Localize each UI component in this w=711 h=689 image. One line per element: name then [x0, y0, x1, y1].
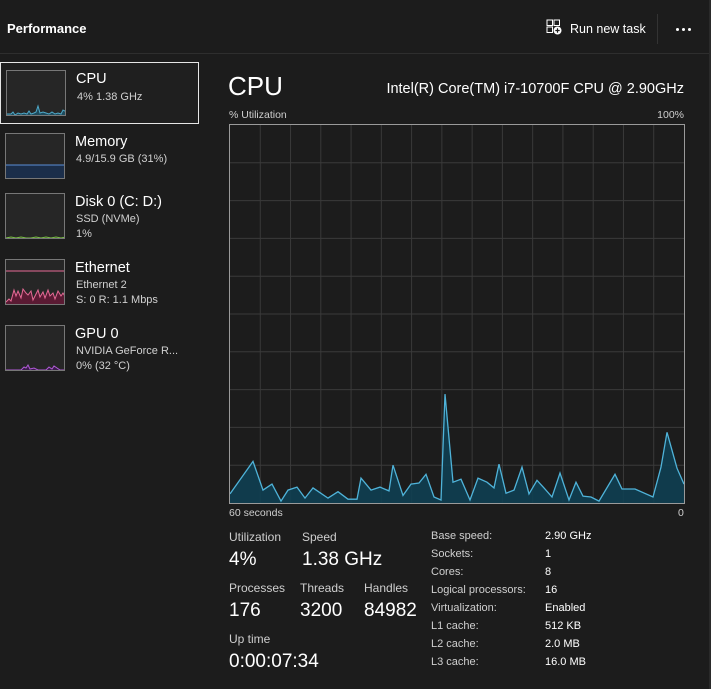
toolbar-divider	[657, 14, 658, 44]
threads-value: 3200	[300, 600, 343, 621]
sidebar-item-detail-2: 1%	[76, 228, 92, 240]
processes-label: Processes	[229, 581, 286, 595]
cpu-mini-graph	[6, 70, 66, 116]
memory-mini-graph	[5, 133, 65, 179]
sidebar-item-detail: NVIDIA GeForce R...	[76, 345, 179, 357]
spec-value: 16.0 MB	[545, 656, 586, 668]
spec-value: 8	[545, 566, 552, 578]
window-edge	[709, 0, 711, 689]
sidebar-item-name: CPU	[76, 71, 107, 87]
run-new-task-label: Run new task	[570, 22, 646, 36]
spec-row-l1-cache: L1 cache: 512 KB	[431, 620, 691, 638]
spec-key: Sockets:	[431, 548, 474, 560]
spec-row-base-speed: Base speed: 2.90 GHz	[431, 530, 691, 548]
spec-row-cores: Cores: 8	[431, 566, 691, 584]
sidebar: CPU 4% 1.38 GHz Memory 4.9/15.9 GB (31%)…	[0, 55, 210, 689]
page-title: Performance	[7, 21, 87, 36]
sidebar-item-name: Disk 0 (C: D:)	[75, 194, 162, 210]
spec-key: L2 cache:	[431, 638, 479, 650]
utilization-max-label: 100%	[657, 109, 684, 121]
spec-row-sockets: Sockets: 1	[431, 548, 691, 566]
disk-mini-graph	[5, 193, 65, 239]
more-options-button[interactable]	[672, 20, 694, 38]
more-horizontal-icon	[675, 27, 679, 31]
spec-key: L3 cache:	[431, 656, 479, 668]
sidebar-item-detail: SSD (NVMe)	[76, 213, 140, 225]
cpu-utilization-graph	[229, 124, 685, 504]
ethernet-mini-graph	[5, 259, 65, 305]
spec-value: 512 KB	[545, 620, 582, 632]
sidebar-item-gpu[interactable]: GPU 0 NVIDIA GeForce R... 0% (32 °C)	[0, 317, 199, 379]
spec-key: Logical processors:	[431, 584, 526, 596]
time-axis-start-label: 60 seconds	[229, 507, 283, 519]
sidebar-item-memory[interactable]: Memory 4.9/15.9 GB (31%)	[0, 125, 199, 187]
spec-key: Virtualization:	[431, 602, 497, 614]
sidebar-item-ethernet[interactable]: Ethernet Ethernet 2 S: 0 R: 1.1 Mbps	[0, 251, 199, 313]
spec-key: L1 cache:	[431, 620, 479, 632]
handles-label: Handles	[364, 581, 409, 595]
spec-row-virtualization: Virtualization: Enabled	[431, 602, 691, 620]
cpu-model-name: Intel(R) Core(TM) i7-10700F CPU @ 2.90GH…	[386, 81, 684, 97]
speed-value: 1.38 GHz	[302, 549, 383, 570]
handles-value: 84982	[364, 600, 417, 621]
utilization-value: 4%	[229, 549, 257, 570]
spec-value: 2.90 GHz	[545, 530, 592, 542]
processes-value: 176	[229, 600, 261, 621]
sidebar-item-detail: 4.9/15.9 GB (31%)	[76, 153, 168, 165]
utilization-label: Utilization	[229, 530, 282, 544]
sidebar-item-name: GPU 0	[75, 326, 119, 342]
spec-value: Enabled	[545, 602, 586, 614]
spec-row-l3-cache: L3 cache: 16.0 MB	[431, 656, 691, 674]
time-axis-end-label: 0	[678, 507, 684, 519]
spec-key: Cores:	[431, 566, 464, 578]
sidebar-item-cpu[interactable]: CPU 4% 1.38 GHz	[0, 62, 199, 124]
spec-key: Base speed:	[431, 530, 493, 542]
cpu-detail-panel: CPU Intel(R) Core(TM) i7-10700F CPU @ 2.…	[215, 55, 711, 689]
sidebar-item-detail: 4% 1.38 GHz	[77, 91, 143, 103]
sidebar-item-detail: Ethernet 2	[76, 279, 127, 291]
sidebar-item-detail-2: S: 0 R: 1.1 Mbps	[76, 294, 158, 306]
threads-label: Threads	[300, 581, 345, 595]
run-new-task-button[interactable]: Run new task	[546, 18, 646, 40]
run-task-icon	[546, 19, 562, 40]
uptime-value: 0:00:07:34	[229, 651, 319, 672]
sidebar-item-disk[interactable]: Disk 0 (C: D:) SSD (NVMe) 1%	[0, 185, 199, 247]
more-dot	[681, 27, 685, 31]
sidebar-item-name: Ethernet	[75, 260, 130, 276]
uptime-label: Up time	[229, 632, 271, 646]
more-dot	[687, 27, 691, 31]
sidebar-item-detail-2: 0% (32 °C)	[76, 360, 130, 372]
spec-value: 1	[545, 548, 552, 560]
top-bar: Performance Run new task	[0, 0, 711, 54]
utilization-axis-label: % Utilization	[229, 109, 287, 121]
spec-value: 16	[545, 584, 558, 596]
speed-label: Speed	[302, 530, 337, 544]
spec-row-logical-processors: Logical processors: 16	[431, 584, 691, 602]
spec-value: 2.0 MB	[545, 638, 580, 650]
spec-row-l2-cache: L2 cache: 2.0 MB	[431, 638, 691, 656]
gpu-mini-graph	[5, 325, 65, 371]
detail-title: CPU	[228, 71, 283, 101]
sidebar-item-name: Memory	[75, 134, 128, 150]
